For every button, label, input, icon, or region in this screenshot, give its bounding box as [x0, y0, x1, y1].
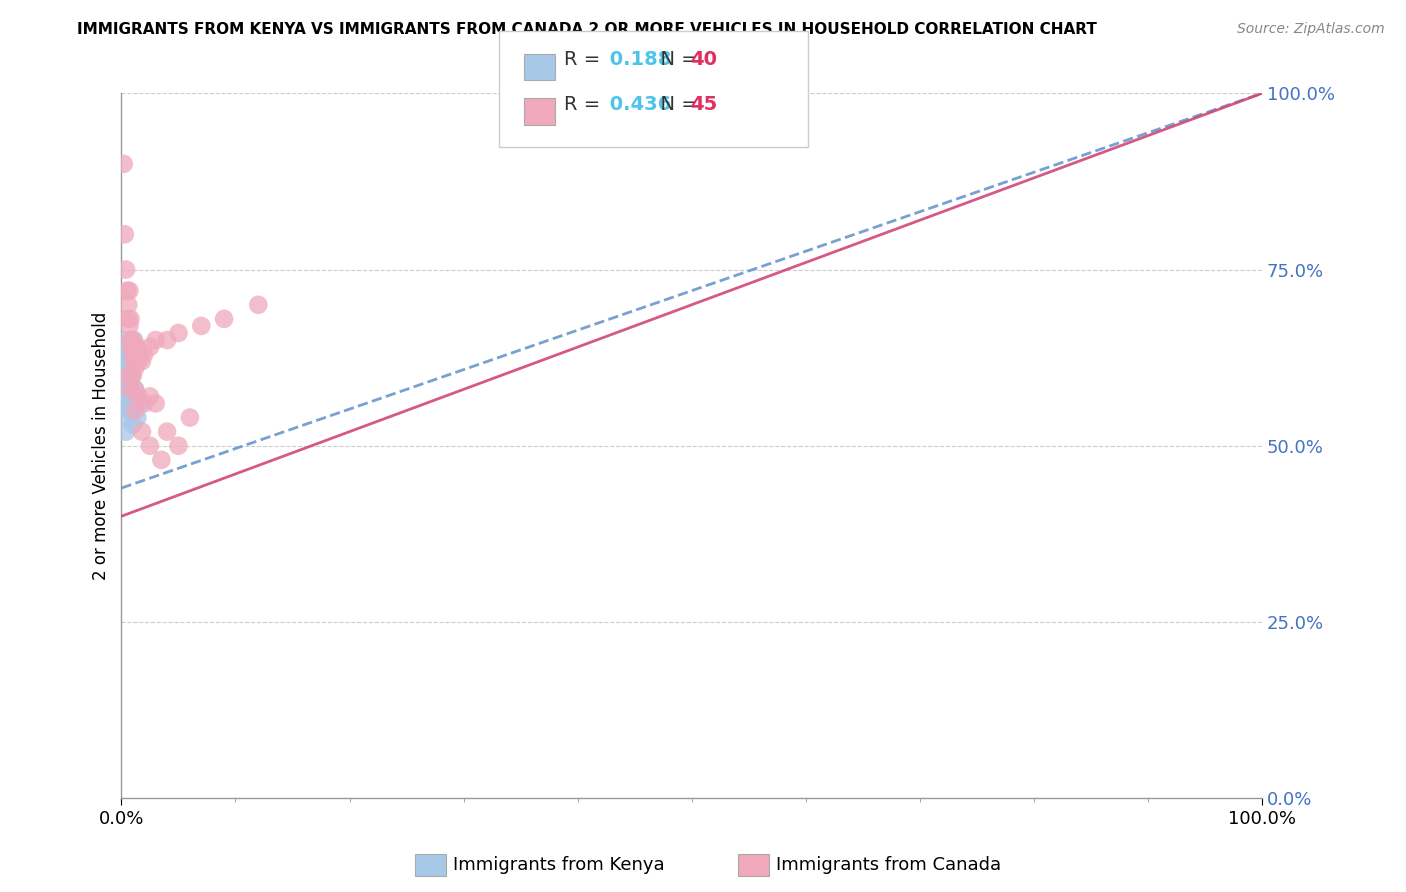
Point — [131, 354, 153, 368]
Text: Source: ZipAtlas.com: Source: ZipAtlas.com — [1237, 22, 1385, 37]
Point — [118, 340, 141, 354]
Point — [128, 396, 150, 410]
Point — [117, 298, 139, 312]
Point — [156, 333, 179, 347]
Point — [150, 453, 173, 467]
Point — [124, 383, 146, 397]
Point — [118, 361, 141, 376]
Point — [121, 333, 143, 347]
Text: IMMIGRANTS FROM KENYA VS IMMIGRANTS FROM CANADA 2 OR MORE VEHICLES IN HOUSEHOLD : IMMIGRANTS FROM KENYA VS IMMIGRANTS FROM… — [77, 22, 1097, 37]
Point — [115, 340, 138, 354]
Point — [117, 347, 139, 361]
Point — [115, 368, 138, 383]
Point — [120, 389, 142, 403]
Point — [118, 376, 141, 390]
Point — [128, 389, 150, 403]
Point — [115, 376, 138, 390]
Point — [122, 340, 145, 354]
Point — [120, 376, 142, 390]
Point — [121, 347, 143, 361]
Point — [117, 311, 139, 326]
Point — [117, 368, 139, 383]
Point — [118, 284, 141, 298]
Point — [145, 333, 167, 347]
Point — [115, 262, 138, 277]
Text: Immigrants from Canada: Immigrants from Canada — [776, 856, 1001, 874]
Point — [124, 361, 146, 376]
Point — [121, 354, 143, 368]
Point — [120, 383, 142, 397]
Point — [120, 311, 142, 326]
Text: N =: N = — [648, 50, 704, 70]
Point — [115, 284, 138, 298]
Text: R =: R = — [564, 95, 606, 114]
Point — [124, 347, 146, 361]
Point — [114, 389, 136, 403]
Point — [115, 383, 138, 397]
Point — [114, 333, 136, 347]
Point — [118, 396, 141, 410]
Point — [167, 326, 190, 340]
Text: R =: R = — [564, 50, 606, 70]
Point — [115, 361, 138, 376]
Point — [115, 410, 138, 425]
Point — [120, 361, 142, 376]
Point — [139, 340, 162, 354]
Point — [247, 298, 270, 312]
Point — [121, 340, 143, 354]
Point — [139, 389, 162, 403]
Point — [112, 354, 135, 368]
Point — [212, 311, 235, 326]
Point — [121, 417, 143, 432]
Point — [128, 347, 150, 361]
Point — [122, 333, 145, 347]
Point — [127, 410, 149, 425]
Point — [117, 354, 139, 368]
Point — [121, 368, 143, 383]
Text: N =: N = — [648, 95, 704, 114]
Point — [117, 403, 139, 417]
Text: 40: 40 — [690, 50, 717, 70]
Point — [111, 383, 134, 397]
Point — [115, 396, 138, 410]
Point — [114, 227, 136, 242]
Point — [131, 425, 153, 439]
Point — [124, 383, 146, 397]
Point — [127, 340, 149, 354]
Point — [128, 354, 150, 368]
Point — [139, 439, 162, 453]
Point — [190, 318, 212, 333]
Point — [124, 354, 146, 368]
Point — [121, 403, 143, 417]
Point — [121, 347, 143, 361]
Point — [156, 425, 179, 439]
Point — [118, 318, 141, 333]
Point — [112, 157, 135, 171]
Text: 0.436: 0.436 — [603, 95, 672, 114]
Point — [125, 347, 148, 361]
Point — [115, 347, 138, 361]
Point — [179, 410, 201, 425]
Point — [134, 347, 156, 361]
Point — [118, 389, 141, 403]
Point — [117, 383, 139, 397]
Point — [167, 439, 190, 453]
Point — [122, 354, 145, 368]
Point — [115, 425, 138, 439]
Text: 45: 45 — [690, 95, 717, 114]
Point — [125, 340, 148, 354]
Y-axis label: 2 or more Vehicles in Household: 2 or more Vehicles in Household — [93, 311, 110, 580]
Point — [117, 368, 139, 383]
Text: 0.188: 0.188 — [603, 50, 672, 70]
Point — [124, 403, 146, 417]
Point — [145, 396, 167, 410]
Point — [114, 368, 136, 383]
Point — [134, 396, 156, 410]
Text: Immigrants from Kenya: Immigrants from Kenya — [453, 856, 665, 874]
Point — [120, 347, 142, 361]
Point — [120, 333, 142, 347]
Point — [112, 396, 135, 410]
Point — [121, 368, 143, 383]
